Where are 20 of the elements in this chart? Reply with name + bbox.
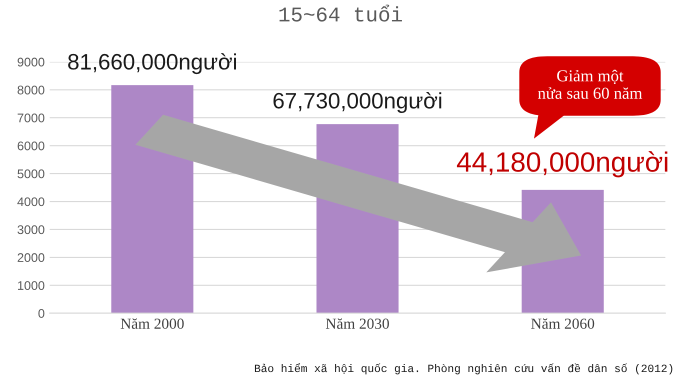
y-tick-label: 1000 [18,281,44,290]
bar [111,85,194,314]
annotation: 44,180,000người [456,151,668,178]
y-tick-label: 6000 [18,141,44,150]
y-tick-label: 5000 [18,169,44,178]
annotation: 67,730,000người [274,92,442,113]
y-tick-label: 8000 [18,86,44,94]
x-tick-label: Năm 2000 [120,318,184,329]
y-tick-label: 3000 [18,225,44,234]
y-tick-label: 0 [38,309,44,318]
y-tick-label: 2000 [18,253,44,262]
annotation: 81,660,000người [68,53,236,74]
x-tick-label: Năm 2030 [326,318,389,329]
y-tick-label: 7000 [18,114,44,122]
text: Bảo hiểm xã hội quốc gia. Phòng nghiên cứu vấn đề dân số (2012) [254,363,672,374]
x-tick-label: Năm 2060 [531,318,594,329]
chart-title: 15~64 tuổi [279,4,402,22]
y-tick-label: 9000 [18,58,44,67]
y-tick-label: 4000 [17,197,44,206]
annotation: Giảm một nửa sau 60 năm [538,70,642,99]
